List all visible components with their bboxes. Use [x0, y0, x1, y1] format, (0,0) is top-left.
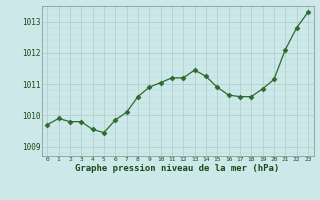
X-axis label: Graphe pression niveau de la mer (hPa): Graphe pression niveau de la mer (hPa) — [76, 164, 280, 173]
